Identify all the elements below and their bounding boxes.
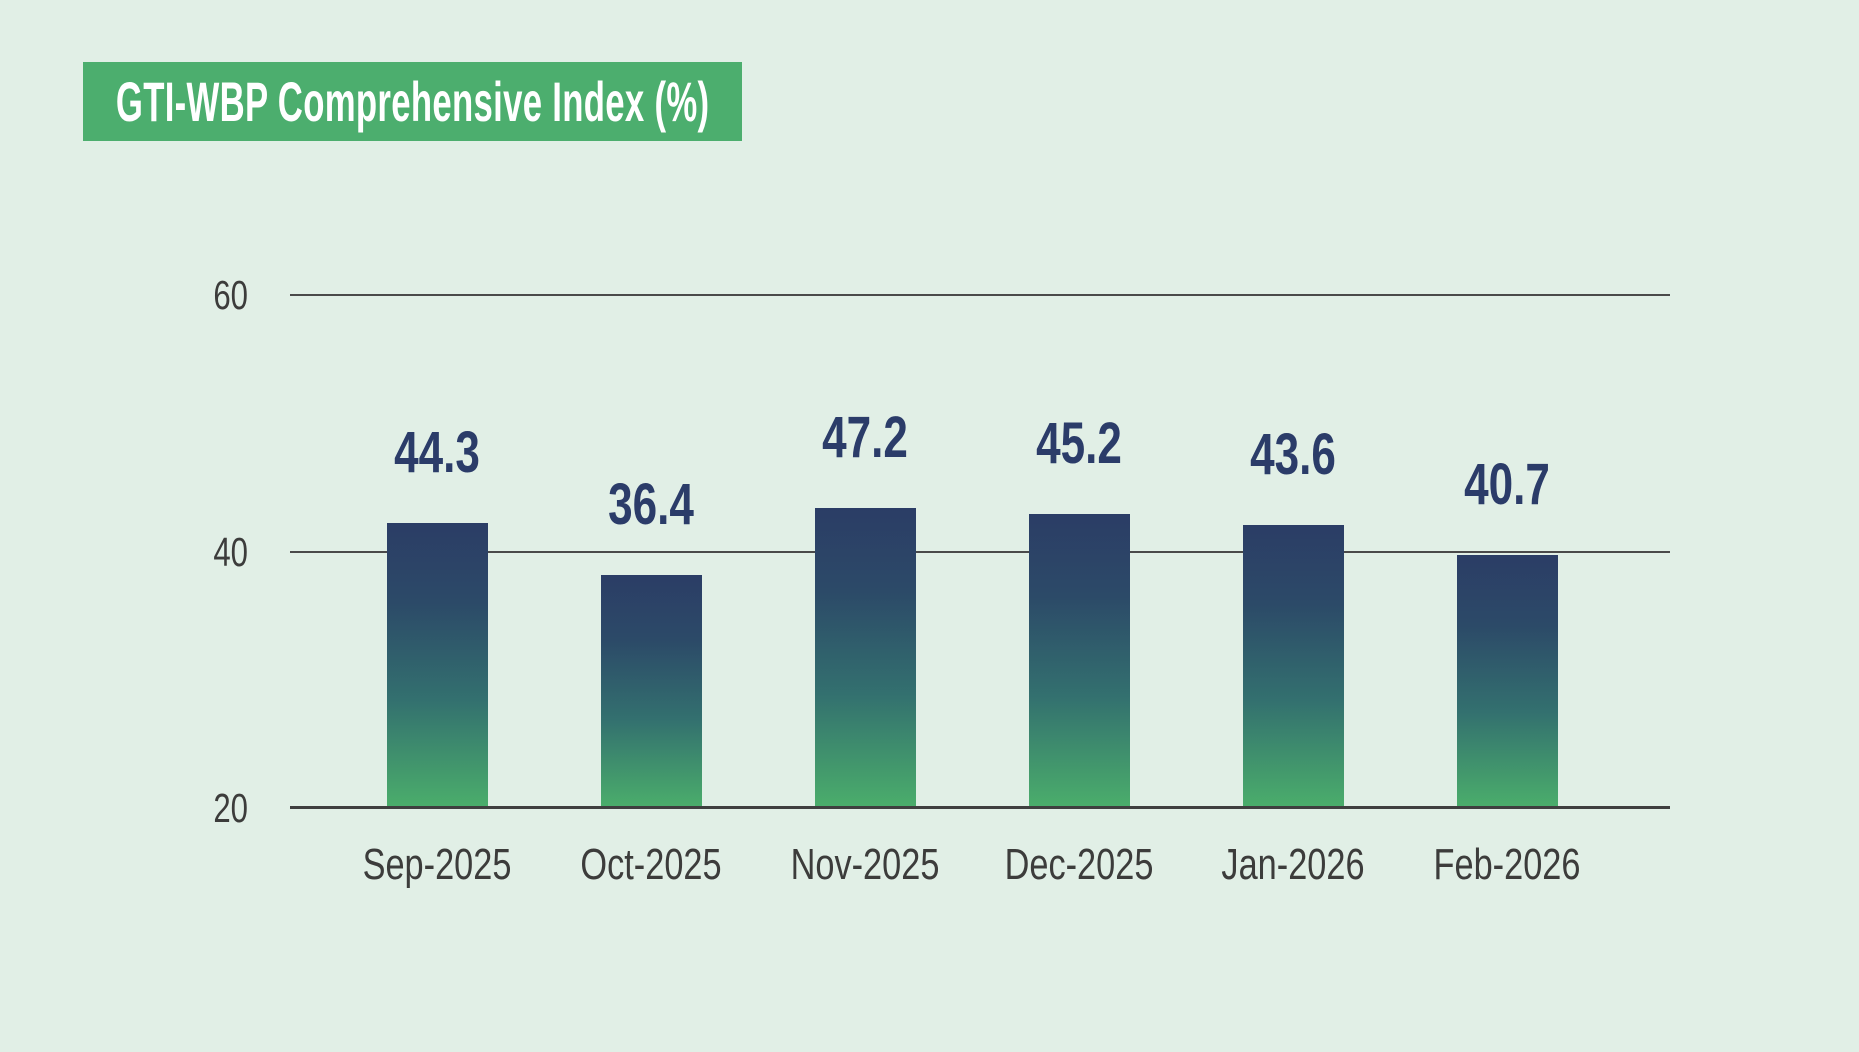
bar-Sep-2025 [387,523,488,808]
chart-title-badge: GTI-WBP Comprehensive Index (%) [83,62,742,141]
x-tick-label: Oct-2025 [580,840,722,889]
chart-title: GTI-WBP Comprehensive Index (%) [115,70,710,133]
bar-Jan-2026 [1243,525,1344,808]
gridline-40 [290,550,1670,553]
bar-Feb-2026 [1457,555,1558,808]
x-tick-label: Nov-2025 [790,840,940,889]
bar-value-label: 44.3 [394,420,480,485]
bar-value-label: 43.6 [1250,422,1336,487]
bar-Nov-2025 [815,508,916,808]
bar-Dec-2025 [1029,514,1130,808]
gridline-60 [290,294,1670,296]
y-tick-label: 40 [213,528,248,575]
bar-value-label: 45.2 [1036,411,1122,476]
x-axis-line [290,806,1670,809]
x-tick-label: Jan-2026 [1221,840,1365,889]
x-tick-label: Feb-2026 [1433,840,1581,889]
bar-value-label: 36.4 [608,472,694,537]
y-tick-label: 60 [213,272,248,318]
x-tick-label: Sep-2025 [362,840,512,889]
bar-Oct-2025 [601,575,702,808]
y-tick-label: 20 [213,785,248,831]
bar-value-label: 47.2 [822,405,908,470]
x-tick-label: Dec-2025 [1004,840,1154,889]
bar-value-label: 40.7 [1464,452,1550,517]
